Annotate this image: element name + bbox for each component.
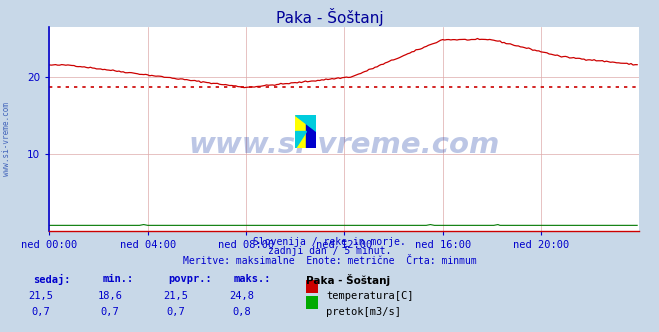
Text: maks.:: maks.:: [234, 274, 272, 284]
Bar: [306, 115, 316, 148]
Text: pretok[m3/s]: pretok[m3/s]: [326, 307, 401, 317]
Text: temperatura[C]: temperatura[C]: [326, 291, 414, 301]
Text: www.si-vreme.com: www.si-vreme.com: [188, 131, 500, 159]
Text: 24,8: 24,8: [229, 291, 254, 301]
Text: zadnji dan / 5 minut.: zadnji dan / 5 minut.: [268, 246, 391, 256]
Text: 21,5: 21,5: [28, 291, 53, 301]
Text: Paka - Šoštanj: Paka - Šoštanj: [306, 274, 391, 286]
Polygon shape: [295, 131, 306, 148]
Text: Slovenija / reke in morje.: Slovenija / reke in morje.: [253, 237, 406, 247]
Text: www.si-vreme.com: www.si-vreme.com: [2, 103, 11, 176]
Text: min.:: min.:: [102, 274, 133, 284]
Text: 0,7: 0,7: [101, 307, 119, 317]
Text: 0,7: 0,7: [32, 307, 50, 317]
Text: Paka - Šoštanj: Paka - Šoštanj: [275, 8, 384, 26]
Bar: [295, 115, 306, 148]
Text: povpr.:: povpr.:: [168, 274, 212, 284]
Text: Meritve: maksimalne  Enote: metrične  Črta: minmum: Meritve: maksimalne Enote: metrične Črta…: [183, 256, 476, 266]
Text: sedaj:: sedaj:: [33, 274, 71, 285]
Text: 18,6: 18,6: [98, 291, 123, 301]
Text: 21,5: 21,5: [163, 291, 188, 301]
Polygon shape: [295, 115, 316, 131]
Text: 0,7: 0,7: [167, 307, 185, 317]
Text: 0,8: 0,8: [233, 307, 251, 317]
